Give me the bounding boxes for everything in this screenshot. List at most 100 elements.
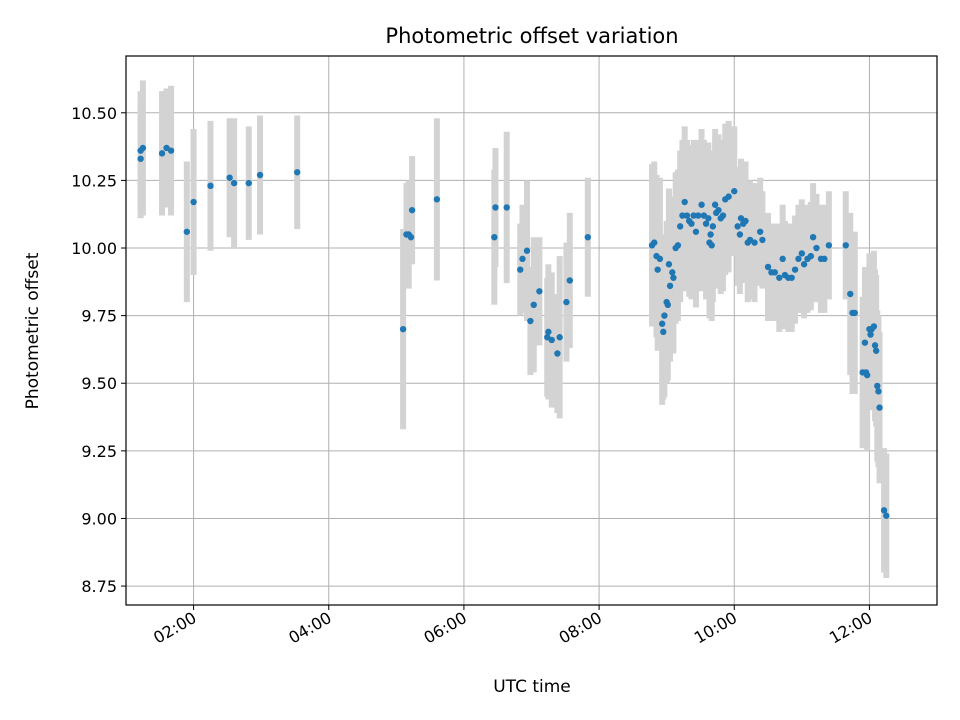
data-point — [676, 223, 684, 230]
data-point — [867, 331, 874, 338]
data-point — [545, 328, 552, 336]
data-point — [776, 274, 783, 281]
data-point — [548, 336, 555, 344]
data-point — [875, 388, 882, 395]
data-point — [688, 220, 695, 227]
y-axis-label: Photometric offset — [23, 252, 43, 409]
data-point — [695, 212, 702, 219]
data-point — [190, 198, 197, 206]
chart-title: Photometric offset variation — [385, 24, 678, 48]
data-point — [795, 255, 802, 263]
data-point — [842, 242, 849, 249]
data-point — [759, 236, 766, 244]
x-axis-label: UTC time — [493, 677, 571, 697]
data-point — [408, 206, 416, 214]
data-point — [880, 507, 888, 514]
data-point — [788, 274, 795, 281]
data-point — [226, 174, 233, 181]
data-point — [407, 233, 415, 241]
data-point — [683, 212, 691, 219]
data-point — [715, 206, 722, 214]
data-point — [158, 150, 166, 157]
data-point — [661, 312, 668, 319]
data-point — [294, 169, 301, 176]
data-point — [656, 255, 664, 263]
data-point — [871, 342, 879, 349]
data-point — [183, 228, 191, 235]
data-point — [651, 239, 658, 246]
data-point — [584, 233, 592, 241]
y-tick-label: 9.00 — [81, 509, 117, 528]
data-point — [433, 196, 441, 203]
data-point — [707, 231, 714, 238]
data-point — [847, 290, 854, 298]
data-point — [807, 252, 815, 260]
data-point — [536, 288, 543, 295]
data-point — [821, 255, 828, 263]
y-tick-label: 9.50 — [81, 374, 117, 393]
data-point — [690, 212, 697, 219]
data-point — [863, 371, 871, 379]
data-point — [883, 512, 890, 519]
data-point — [670, 274, 677, 281]
data-point — [751, 239, 758, 246]
data-point — [705, 215, 712, 222]
data-point — [665, 261, 673, 268]
data-point — [698, 201, 705, 208]
data-point — [554, 350, 561, 357]
data-point — [230, 179, 238, 187]
data-point — [702, 220, 710, 227]
data-point — [742, 217, 749, 225]
data-point — [825, 242, 833, 249]
data-point — [736, 231, 744, 238]
data-points — [137, 144, 890, 519]
data-point — [681, 198, 688, 206]
data-point — [664, 301, 671, 309]
data-point — [679, 212, 686, 219]
data-point — [207, 182, 214, 190]
data-point — [503, 204, 510, 211]
data-point — [666, 282, 674, 290]
data-point — [519, 255, 526, 263]
data-point — [566, 277, 573, 284]
data-point — [692, 228, 700, 235]
y-tick-label: 9.75 — [81, 307, 117, 326]
data-point — [725, 193, 732, 200]
data-point — [813, 244, 820, 252]
data-point — [654, 266, 661, 273]
data-point — [870, 323, 878, 330]
data-point — [874, 382, 881, 390]
data-point — [708, 242, 715, 249]
data-point — [851, 309, 858, 317]
data-point — [556, 334, 563, 341]
data-point — [492, 204, 499, 211]
data-point — [658, 320, 666, 327]
data-point — [399, 325, 407, 333]
y-axis: 8.75 9.00 9.25 9.50 9.75 10.00 10.25 10.50 — [71, 104, 126, 596]
data-point — [669, 269, 676, 276]
data-point — [139, 144, 147, 152]
data-point — [791, 266, 799, 273]
data-point — [709, 223, 717, 230]
data-point — [734, 223, 741, 230]
data-point — [527, 317, 534, 325]
data-point — [245, 179, 252, 187]
y-tick-label: 8.75 — [81, 577, 117, 596]
data-point — [771, 269, 778, 276]
data-point — [861, 339, 869, 346]
plot-frame — [125, 55, 938, 606]
data-point — [256, 171, 264, 179]
data-point — [167, 147, 175, 154]
data-point — [872, 347, 880, 354]
data-point — [719, 212, 727, 219]
data-point — [731, 188, 738, 195]
data-point — [876, 404, 883, 411]
data-point — [530, 301, 537, 309]
data-point — [491, 233, 498, 241]
data-point — [800, 261, 808, 268]
data-point — [517, 266, 524, 273]
data-point — [660, 328, 667, 336]
data-point — [674, 242, 682, 249]
data-point — [523, 247, 531, 254]
